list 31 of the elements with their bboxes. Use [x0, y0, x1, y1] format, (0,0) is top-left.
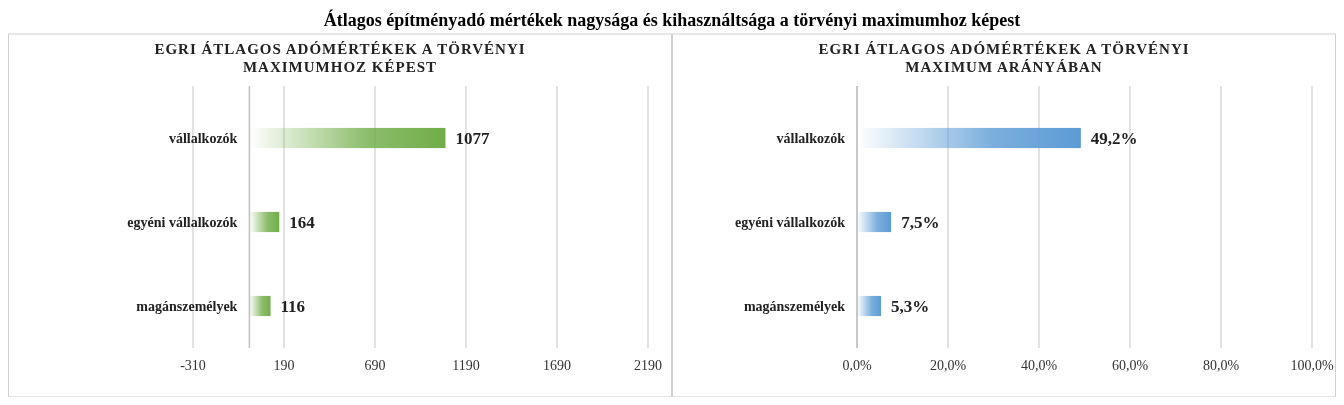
y-tick-label: magánszemélyek	[136, 298, 238, 314]
x-tick-label: 0,0%	[842, 358, 872, 373]
x-tick-label: 2190	[634, 358, 662, 373]
x-tick-label: 690	[364, 358, 386, 373]
x-tick-label: 80,0%	[1202, 358, 1240, 373]
x-tick-label: 40,0%	[1020, 358, 1058, 373]
chart-title: EGRI ÁTLAGOS ADÓMÉRTÉKEK A TÖRVÉNYI MAXIMUMHOZ KÉPEST	[154, 41, 526, 75]
y-tick-label: magánszemélyek	[743, 298, 846, 314]
x-tick-label: 1190	[452, 358, 480, 373]
bar	[249, 295, 271, 317]
data-label: 5,3%	[891, 296, 930, 316]
x-tick-label: -310	[180, 358, 206, 373]
x-tick-label: 190	[273, 358, 295, 373]
chart-title: EGRI ÁTLAGOS ADÓMÉRTÉKEK A TÖRVÉNYI MAXIMUM ARÁNYÁBAN	[818, 41, 1190, 75]
data-label: 49,2%	[1090, 128, 1138, 148]
data-label: 164	[289, 212, 316, 232]
x-tick-label: 60,0%	[1111, 358, 1149, 373]
y-tick-label: egyéni vállalkozók	[127, 214, 238, 230]
x-tick-label: 20,0%	[929, 358, 967, 373]
x-tick-label: 100,0%	[1290, 358, 1334, 373]
data-label: 116	[280, 296, 306, 316]
data-label: 1077	[455, 128, 490, 148]
y-tick-label: vállalkozók	[168, 130, 238, 146]
y-tick-label: egyéni vállalkozók	[734, 214, 846, 230]
text: Átlagos építményadó mértékek nagysága és kihasználtsága a törvényi maximumhoz képest	[323, 9, 1021, 30]
x-tick-label: 1690	[543, 358, 571, 373]
data-label: 7,5%	[901, 212, 940, 232]
y-tick-label: vállalkozók	[776, 130, 846, 146]
bar	[249, 211, 280, 233]
bar	[857, 211, 892, 233]
bar	[857, 295, 882, 317]
